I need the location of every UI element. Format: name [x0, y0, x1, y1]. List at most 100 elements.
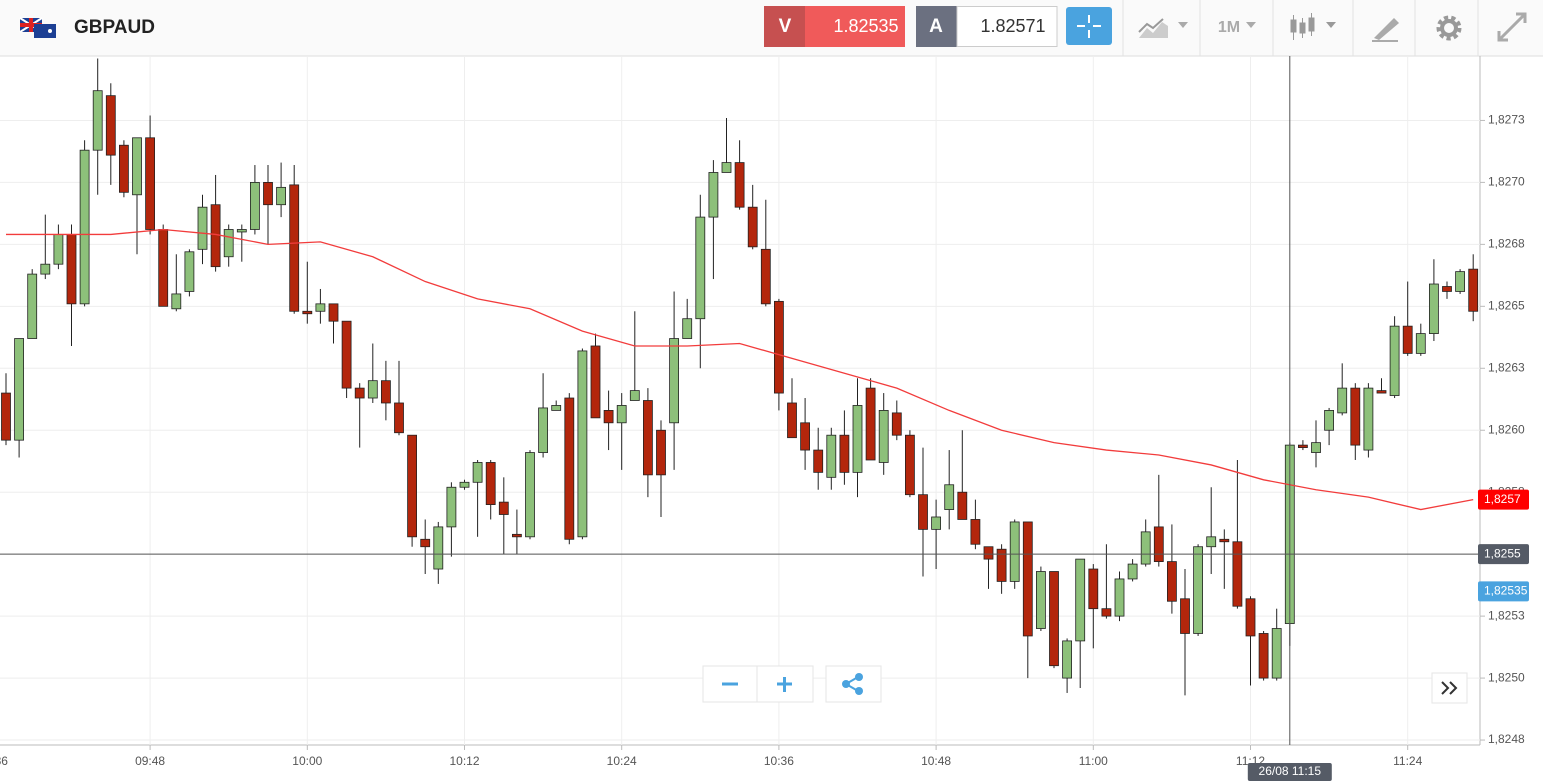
candle [66, 224, 77, 346]
candle [119, 140, 129, 198]
candle [459, 479, 470, 490]
candle [1022, 521, 1033, 679]
candle [1350, 383, 1361, 460]
candle-body [1468, 268, 1479, 312]
candle [695, 194, 706, 369]
candle-body [944, 484, 955, 510]
separators [1122, 0, 1479, 56]
candle [577, 348, 588, 540]
candle-body [27, 273, 38, 339]
candle [1180, 569, 1190, 696]
candle-body [1180, 598, 1190, 634]
y-tick-label: 1,8263 [1488, 360, 1525, 374]
candle [1232, 459, 1243, 609]
candle [944, 450, 955, 530]
candle-body [1298, 444, 1308, 448]
timeframe-button[interactable]: 1M [1218, 19, 1256, 36]
candle [525, 450, 535, 540]
candle-body [1389, 325, 1400, 396]
candle [105, 83, 116, 185]
candles-button[interactable] [1290, 13, 1336, 40]
candle [315, 288, 326, 324]
candle [957, 430, 968, 520]
candle [40, 214, 51, 280]
sell-button[interactable]: V 1.82535 [764, 6, 905, 47]
candle-body [1140, 531, 1151, 565]
x-tick-label: 10:24 [607, 754, 637, 768]
candle [656, 420, 666, 517]
candle-body [682, 318, 693, 339]
candle-body [1, 392, 11, 441]
candle [1258, 630, 1269, 681]
candle-body [734, 162, 745, 208]
candle-body [249, 181, 260, 230]
candle [53, 224, 64, 270]
crosshair-button[interactable] [1066, 7, 1112, 45]
candle [1389, 316, 1400, 399]
candle [1363, 383, 1374, 458]
share-button[interactable] [825, 665, 882, 703]
candle [302, 261, 313, 324]
candle [1245, 596, 1256, 686]
candle-body [1167, 561, 1177, 602]
candle-body [289, 184, 300, 312]
candle [629, 311, 640, 401]
x-tick-label: 10:48 [921, 754, 951, 768]
candle [1206, 487, 1217, 574]
candle-body [957, 491, 968, 520]
candle-body [577, 350, 588, 538]
candle-body [760, 248, 771, 305]
candle-body [918, 494, 928, 530]
candle [734, 140, 745, 210]
candle-body [1324, 410, 1334, 431]
candle-body [852, 405, 863, 473]
candle-body [302, 310, 313, 315]
candle-body [328, 303, 339, 322]
candle-body [1114, 578, 1125, 617]
settings-button[interactable] [1436, 15, 1462, 41]
candle [1036, 566, 1046, 631]
candle [590, 333, 601, 419]
candle [223, 224, 234, 267]
candle-body [394, 402, 404, 434]
axis-labels: 1,82481,82501,82531,82551,82581,82601,82… [0, 113, 1529, 781]
candle-body [92, 90, 103, 151]
price-marker-label: 1,82535 [1484, 584, 1528, 598]
candle-body [721, 162, 732, 173]
candle-body [433, 526, 444, 570]
candle [905, 430, 915, 498]
chart-type-button[interactable] [1138, 18, 1188, 38]
candle [1101, 544, 1112, 619]
plot [0, 56, 1480, 745]
y-tick-label: 1,8265 [1488, 298, 1525, 312]
fullscreen-button[interactable] [1497, 12, 1527, 42]
candle-body [1337, 387, 1348, 414]
buy-button[interactable]: A 1.82571 [916, 6, 1058, 47]
candle-body [1376, 390, 1387, 394]
candle [433, 521, 444, 584]
candle-body [1442, 286, 1452, 292]
candle [171, 254, 182, 312]
candle [407, 434, 418, 547]
candle [1, 373, 11, 446]
candle-body [1415, 333, 1426, 354]
draw-button[interactable] [1372, 18, 1399, 42]
candle [1337, 363, 1348, 416]
candle-body [1022, 521, 1033, 637]
y-tick-label: 1,8253 [1488, 608, 1525, 622]
price-marker-label: 1,8257 [1484, 492, 1521, 506]
candle [1088, 564, 1099, 649]
candle-body [276, 186, 287, 206]
zoom-controls [702, 665, 814, 703]
candle [970, 499, 981, 550]
candle [682, 298, 693, 339]
candle-body [708, 172, 719, 218]
candle [354, 383, 365, 448]
candle-body [512, 533, 522, 538]
scroll-end-button[interactable] [1431, 672, 1468, 704]
candle [512, 509, 522, 555]
candle-body [525, 452, 535, 538]
sell-price: 1.82535 [833, 16, 898, 36]
symbol: GBPAUD [74, 17, 155, 38]
